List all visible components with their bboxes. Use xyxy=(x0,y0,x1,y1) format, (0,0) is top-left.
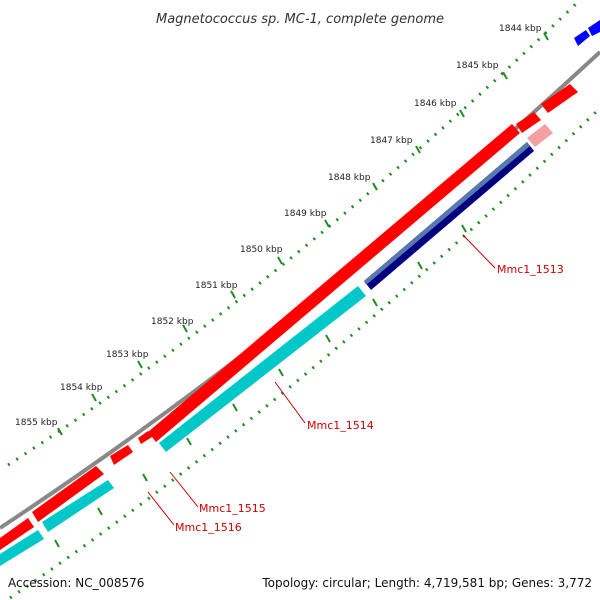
genome-summary-text: Topology: circular; Length: 4,719,581 bp… xyxy=(261,576,592,590)
tick-label-1854: 1854 kbp xyxy=(60,383,103,393)
gene-red-top xyxy=(541,84,578,113)
cds-mmc1-1513-strip xyxy=(364,142,530,285)
tick-label-1847: 1847 kbp xyxy=(370,136,413,146)
tick-label-1852: 1852 kbp xyxy=(151,317,194,327)
tick-label-1848: 1848 kbp xyxy=(328,173,371,183)
gene-red-small-1 xyxy=(516,112,541,133)
gene-red-small-2 xyxy=(110,445,133,465)
tick-label-1855: 1855 kbp xyxy=(15,418,58,428)
gene-label-mmc1-1515[interactable]: Mmc1_1515 xyxy=(199,502,266,515)
tick-label-1846: 1846 kbp xyxy=(414,99,457,109)
accession-text: Accession: NC_008576 xyxy=(8,576,144,590)
reverse-strand-genes xyxy=(0,124,553,566)
scale-ticks xyxy=(57,32,549,436)
cds-bottom xyxy=(0,530,44,566)
scale-ring-outer xyxy=(7,0,582,467)
tick-label-1844: 1844 kbp xyxy=(499,24,542,34)
gene-label-mmc1-1516[interactable]: Mmc1_1516 xyxy=(175,521,242,534)
tick-label-1849: 1849 kbp xyxy=(284,209,327,219)
tick-labels: 1844 kbp 1845 kbp 1846 kbp 1847 kbp 1848… xyxy=(15,24,542,428)
tick-label-1853: 1853 kbp xyxy=(106,350,149,360)
gene-label-mmc1-1513[interactable]: Mmc1_1513 xyxy=(497,263,564,276)
leader-mmc1-1513 xyxy=(462,234,496,269)
cds-mmc1-1513-light xyxy=(527,124,553,147)
gene-red-lower xyxy=(32,466,104,522)
backbone-line xyxy=(0,50,600,530)
scale-ring-inner xyxy=(9,108,600,600)
tick-label-1851: 1851 kbp xyxy=(195,281,238,291)
gene-label-lines xyxy=(147,234,496,526)
cds-mmc1-1514 xyxy=(159,286,366,452)
inner-ticks xyxy=(54,224,467,548)
leader-mmc1-1514 xyxy=(274,381,306,424)
gene-mmc1-1514 xyxy=(148,124,520,442)
cds-mmc1-1516 xyxy=(42,480,114,532)
leader-mmc1-1516 xyxy=(147,491,175,526)
tick-label-1850: 1850 kbp xyxy=(240,245,283,255)
feature-blue-1 xyxy=(574,30,590,46)
gene-label-mmc1-1514[interactable]: Mmc1_1514 xyxy=(307,419,374,432)
gene-red-small-3 xyxy=(138,431,152,444)
tick-label-1845: 1845 kbp xyxy=(456,61,499,71)
gene-labels: Mmc1_1513 Mmc1_1514 Mmc1_1515 Mmc1_1516 xyxy=(175,263,564,534)
cds-mmc1-1513 xyxy=(364,142,534,290)
leader-mmc1-1515 xyxy=(169,471,199,508)
forward-strand-genes xyxy=(0,84,578,550)
map-title: Magnetococcus sp. MC-1, complete genome xyxy=(156,12,444,27)
feature-blue-2 xyxy=(588,20,600,36)
gene-red-bottom xyxy=(0,518,34,550)
